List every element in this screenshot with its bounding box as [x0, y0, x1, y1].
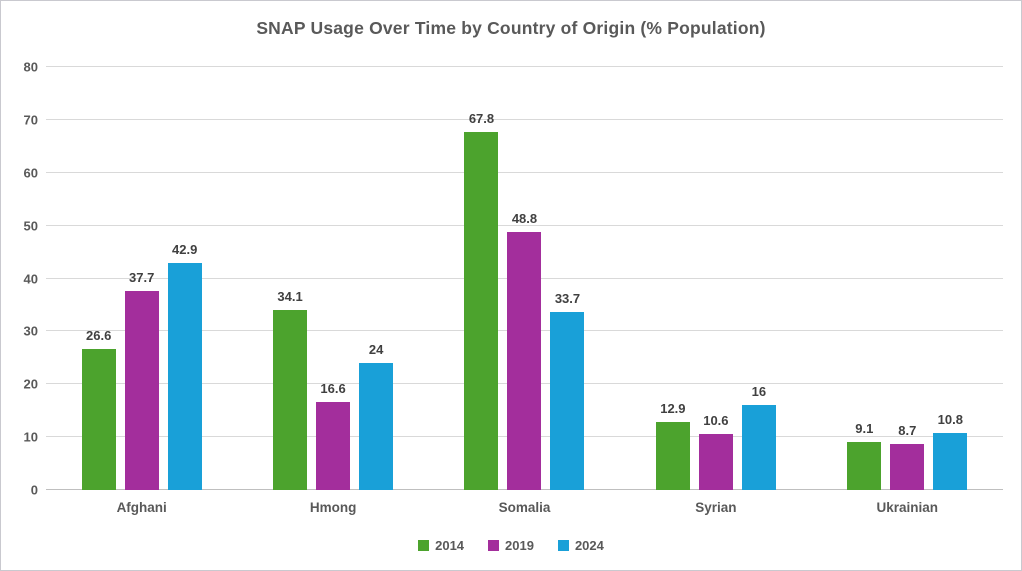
- category-group: 12.9 10.6 16 Syrian: [620, 67, 811, 515]
- legend-item-2024: 2024: [557, 538, 604, 553]
- bar-value-label: 34.1: [277, 288, 303, 304]
- category-group: 67.8 48.8 33.7 Somalia: [429, 67, 620, 515]
- bar-value-label: 48.8: [511, 210, 538, 226]
- bar-value-label: 10.8: [937, 411, 963, 427]
- bar-group: 67.8 48.8 33.7: [429, 67, 620, 490]
- legend-swatch-icon: [557, 540, 569, 551]
- gridline: [46, 224, 1003, 226]
- gridline: [46, 66, 1003, 67]
- legend-label: 2019: [505, 538, 534, 553]
- bar-group: 12.9 10.6 16: [620, 67, 811, 490]
- y-axis-tick-label: 30: [23, 323, 38, 339]
- bar-2024: 33.7: [550, 291, 585, 490]
- y-axis-tick-label: 70: [23, 112, 38, 128]
- bar-2024: 10.8: [933, 412, 968, 490]
- bar-value-label: 9.1: [855, 420, 874, 436]
- y-axis-tick-label: 0: [30, 482, 38, 498]
- legend-item-2014: 2014: [418, 538, 464, 553]
- bar-2014: 34.1: [273, 289, 308, 490]
- bar-value-label: 12.9: [660, 400, 686, 416]
- bar-2014: 67.8: [464, 111, 499, 490]
- y-axis-tick-label: 50: [23, 218, 38, 234]
- bar-2014: 12.9: [655, 401, 690, 490]
- bar-group: 34.1 16.6 24: [237, 67, 428, 490]
- bar-value-label: 26.6: [86, 328, 112, 344]
- bar-2019: 16.6: [316, 381, 351, 490]
- category-group: 34.1 16.6 24 Hmong: [237, 67, 428, 515]
- bar-value-label: 37.7: [129, 269, 155, 285]
- category-group: 9.1 8.7 10.8 Ukrainian: [812, 67, 1003, 515]
- bar-2019: 10.6: [698, 413, 733, 490]
- x-axis-category-label: Somalia: [498, 500, 551, 515]
- bar-2024: 24: [359, 342, 394, 490]
- plot-area: 0 10 20 30 40 50 60 70 80 26.6 37.7 42.9 Afghani 34.1…: [24, 60, 1003, 515]
- bar-value-label: 16.6: [320, 381, 346, 397]
- bar-2024: 16: [741, 384, 776, 490]
- bar-2019: 8.7: [890, 423, 925, 490]
- x-axis-category-label: Hmong: [309, 500, 357, 515]
- bar-value-label: 8.7: [898, 423, 917, 438]
- bar-2024: 42.9: [167, 242, 202, 490]
- x-axis-category-label: Syrian: [695, 500, 737, 515]
- bar-value-label: 16: [751, 384, 767, 400]
- bar-2019: 48.8: [507, 211, 542, 490]
- bar-2014: 26.6: [81, 328, 116, 490]
- legend-label: 2024: [574, 538, 604, 553]
- bar-group: 9.1 8.7 10.8: [812, 67, 1003, 490]
- bar-2014: 9.1: [847, 421, 882, 490]
- y-axis-tick-label: 40: [23, 271, 38, 286]
- y-axis-tick-label: 80: [23, 59, 38, 75]
- bar-2019: 37.7: [124, 270, 159, 490]
- legend-swatch-icon: [488, 540, 500, 551]
- legend-label: 2014: [435, 538, 465, 553]
- chart-legend: 2014 2019 2024: [1, 538, 1021, 553]
- x-axis-category-label: Ukrainian: [876, 500, 939, 515]
- x-axis-category-label: Afghani: [116, 500, 167, 515]
- y-axis-tick-label: 20: [23, 376, 38, 392]
- gridline: [46, 171, 1003, 173]
- y-axis-tick-label: 10: [23, 429, 38, 445]
- legend-item-2019: 2019: [488, 538, 534, 553]
- bar-group: 26.6 37.7 42.9: [46, 67, 237, 490]
- y-axis-tick-label: 60: [23, 165, 38, 181]
- legend-swatch-icon: [418, 540, 430, 551]
- category-group: 26.6 37.7 42.9 Afghani: [46, 67, 237, 515]
- gridline: [46, 118, 1003, 120]
- bar-value-label: 42.9: [172, 242, 198, 258]
- bar-value-label: 33.7: [554, 290, 581, 306]
- bar-value-label: 67.8: [468, 110, 495, 126]
- bar-value-label: 10.6: [703, 412, 729, 428]
- chart-title: SNAP Usage Over Time by Country of Origi…: [256, 18, 766, 38]
- bar-value-label: 24: [368, 342, 384, 358]
